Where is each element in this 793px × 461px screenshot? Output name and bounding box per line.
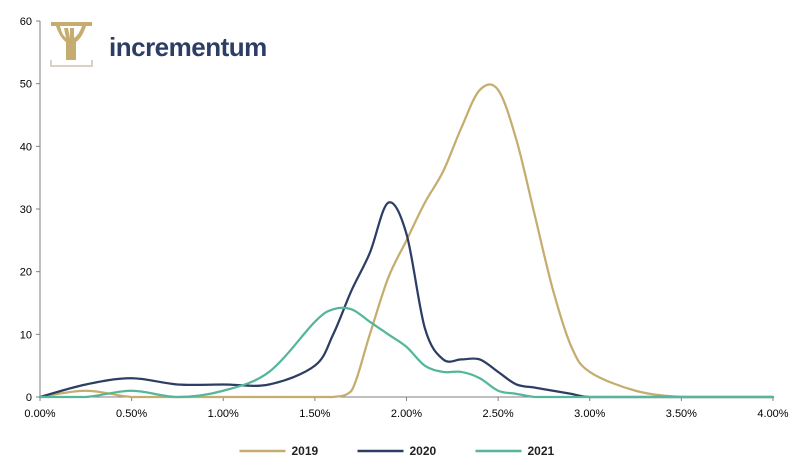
legend-label-2020: 2020 [410, 444, 437, 458]
y-tick-label: 30 [20, 204, 32, 216]
x-tick-label: 4.00% [757, 408, 788, 420]
x-tick-label: 3.50% [666, 408, 697, 420]
y-tick-label: 0 [26, 392, 32, 404]
brand-name: incrementum [109, 32, 267, 62]
x-axis-ticks: 0.00% 0.50% 1.00% 1.50% 2.00% 2.50% 3.00% 3.50%… [24, 397, 789, 420]
x-tick-label: 2.50% [483, 408, 514, 420]
x-tick-label: 0.50% [116, 408, 147, 420]
tree-icon [50, 22, 93, 67]
x-tick-label: 1.50% [299, 408, 330, 420]
legend: 2019 2020 2021 [239, 444, 555, 458]
series-line-2020 [38, 201, 775, 399]
x-tick-label: 2.00% [391, 408, 422, 420]
y-tick-label: 50 [20, 79, 32, 91]
series-line-2021 [38, 306, 775, 399]
y-axis-ticks: 0 10 20 30 40 50 60 [20, 16, 40, 404]
x-tick-label: 0.00% [24, 408, 55, 420]
x-tick-label: 3.00% [574, 408, 605, 420]
y-tick-label: 40 [20, 141, 32, 153]
legend-label-2019: 2019 [292, 444, 319, 458]
series-layer [38, 83, 775, 399]
series-line-2019 [38, 83, 775, 399]
y-tick-label: 60 [20, 16, 32, 28]
x-tick-label: 1.00% [208, 408, 239, 420]
incrementum-logo: incrementum [50, 22, 267, 67]
y-tick-label: 20 [20, 267, 32, 279]
legend-label-2021: 2021 [528, 444, 555, 458]
y-tick-label: 10 [20, 329, 32, 341]
